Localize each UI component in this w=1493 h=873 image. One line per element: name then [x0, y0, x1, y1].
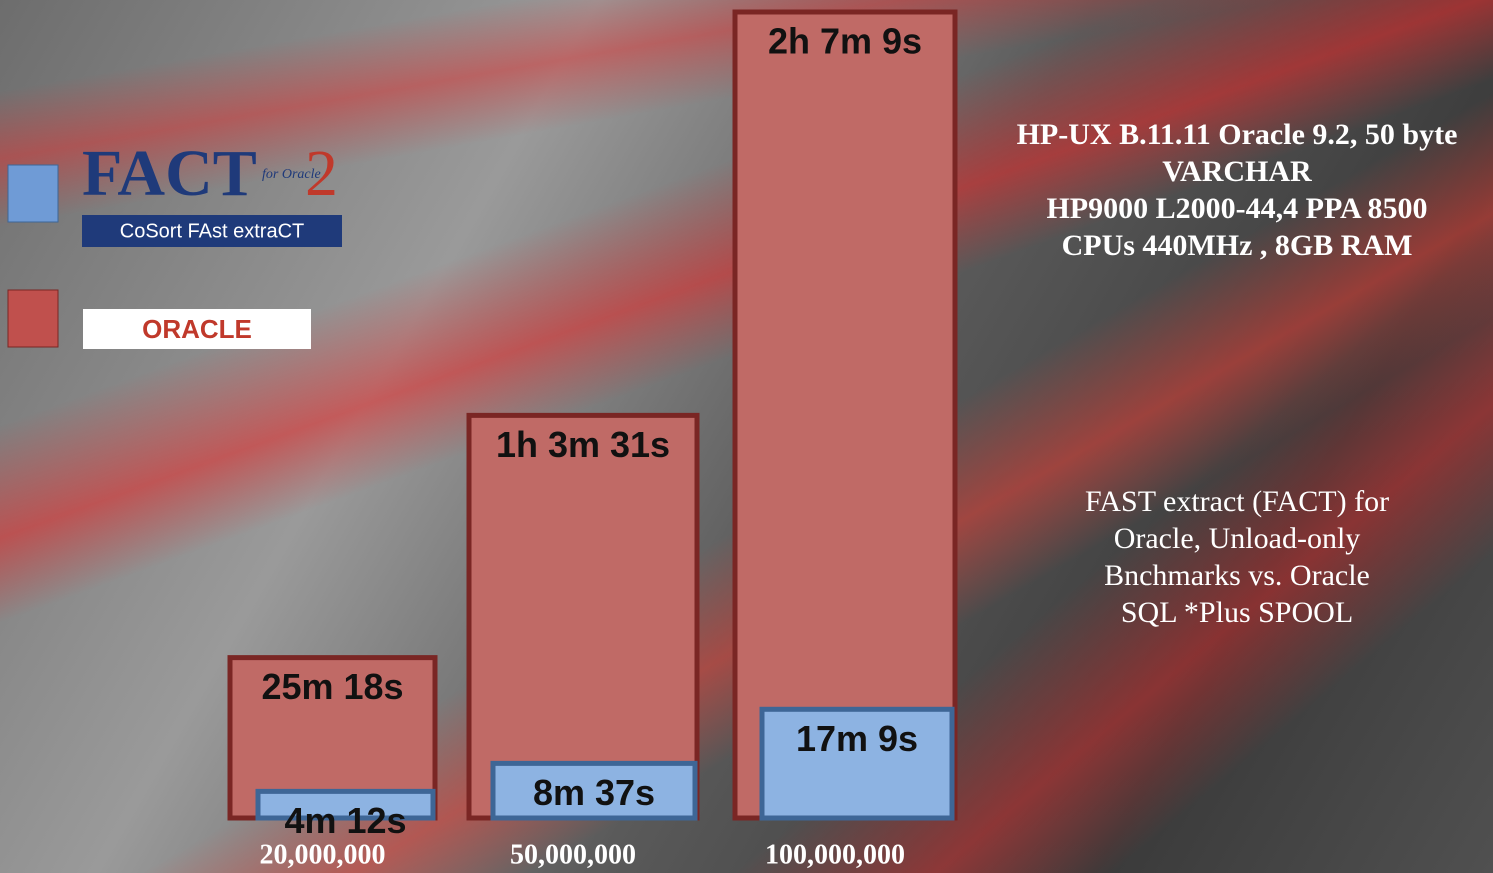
value-label: 2h 7m 9s: [768, 21, 922, 62]
annotation: Oracle, Unload-only: [1114, 522, 1361, 555]
annotation: FAST extract (FACT) for: [1085, 485, 1389, 518]
annotation: SQL *Plus SPOOL: [1121, 596, 1353, 629]
logo-text: CoSort FAst extraCT: [120, 220, 305, 242]
value-label: 1h 3m 31s: [496, 424, 670, 465]
x-tick-label: 50,000,000: [510, 839, 636, 870]
annotation: HP-UX B.11.11 Oracle 9.2, 50 byte: [1017, 118, 1458, 151]
bar: [735, 12, 955, 818]
legend-swatch: [8, 165, 58, 222]
legend-label: FACT: [82, 137, 257, 210]
legend-label: ORACLE: [142, 314, 252, 344]
chart: FACT for Oracle 2 CoSort FAst extraCT OR…: [0, 0, 1493, 873]
annotation: HP9000 L2000-44,4 PPA 8500: [1046, 192, 1427, 225]
legend-swatch: [8, 290, 58, 347]
value-label: 25m 18s: [261, 666, 403, 707]
value-label: 8m 37s: [533, 772, 655, 813]
annotation: Bnchmarks vs. Oracle: [1104, 559, 1370, 592]
annotation: VARCHAR: [1162, 155, 1312, 188]
x-tick-label: 100,000,000: [765, 839, 905, 870]
annotation: CPUs 440MHz , 8GB RAM: [1062, 229, 1413, 262]
bar: [469, 415, 697, 818]
page: FACT for Oracle 2 CoSort FAst extraCT OR…: [0, 0, 1493, 873]
logo-text: 2: [305, 137, 338, 210]
x-tick-label: 20,000,000: [260, 839, 386, 870]
value-label: 17m 9s: [796, 718, 918, 759]
value-label: 4m 12s: [284, 800, 406, 841]
